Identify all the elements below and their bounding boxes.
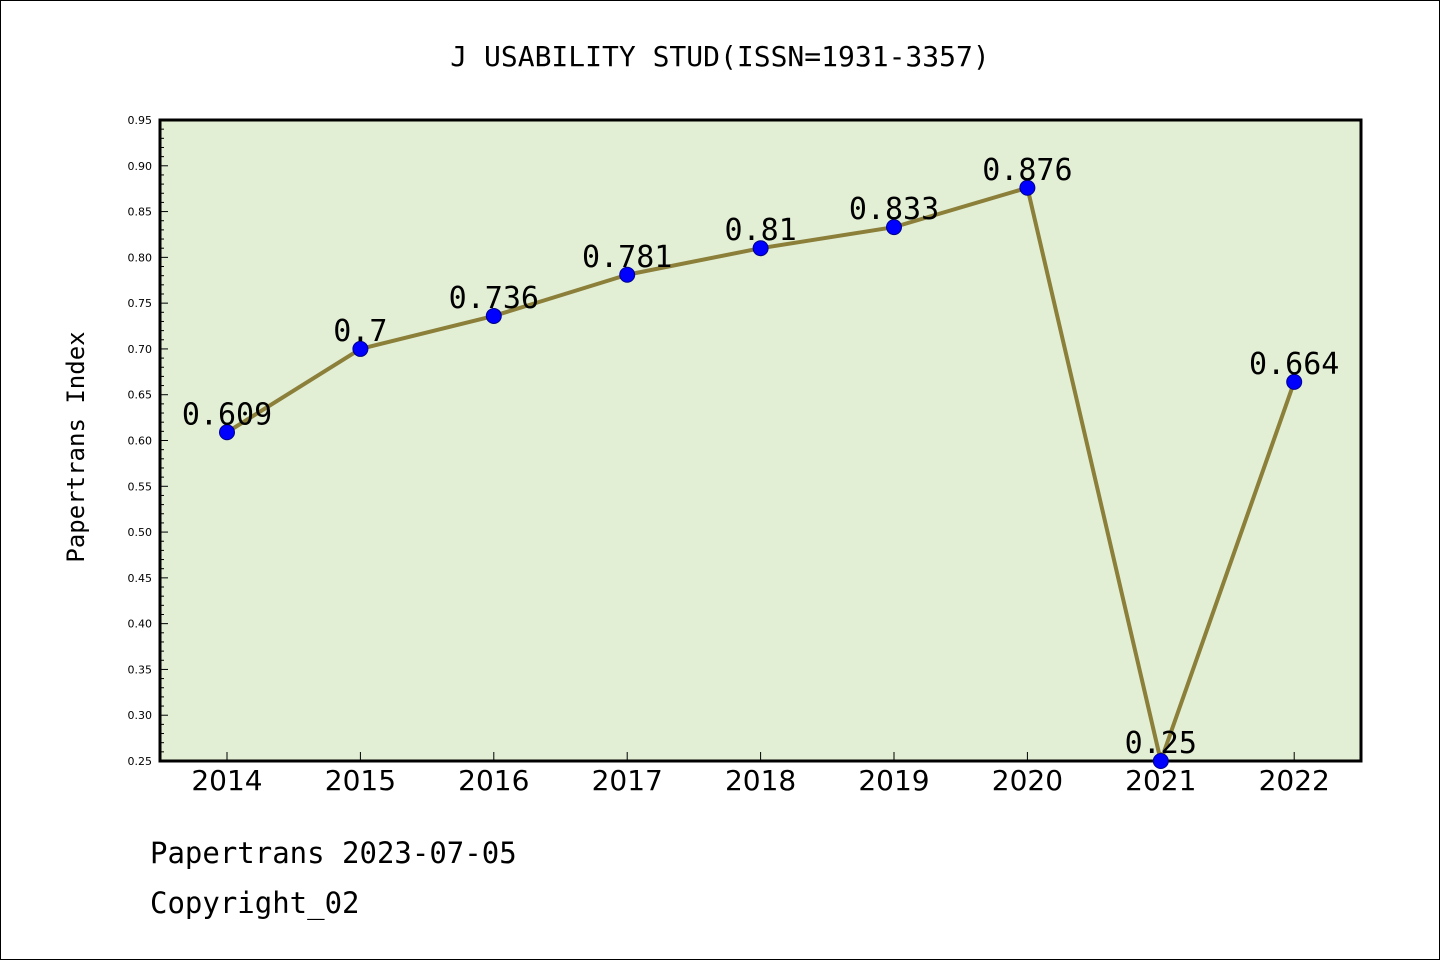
x-tick-label: 2019 xyxy=(858,764,929,797)
data-point xyxy=(1152,753,1169,769)
x-tick-label: 2022 xyxy=(1259,764,1330,797)
data-label: 0.833 xyxy=(849,192,939,227)
data-label: 0.876 xyxy=(982,153,1072,188)
y-tick-label: 0.75 xyxy=(128,297,153,310)
data-label: 0.7 xyxy=(333,314,387,349)
x-tick-label: 2016 xyxy=(458,764,529,797)
y-tick-label: 0.40 xyxy=(128,618,153,631)
series-layer: 0.609 0.7 0.736 0.781 0.81 0.833 0.876 0.25 0.66… xyxy=(182,153,1339,769)
y-tick-label: 0.90 xyxy=(128,160,153,173)
x-tick-label: 2018 xyxy=(725,764,796,797)
data-point xyxy=(752,240,769,257)
data-point xyxy=(219,424,235,441)
y-tick-label: 0.70 xyxy=(128,343,153,356)
plot-area xyxy=(158,118,1363,763)
data-point xyxy=(352,340,369,357)
data-label: 0.781 xyxy=(582,240,672,275)
y-tick-label: 0.60 xyxy=(128,435,153,448)
y-tick-label: 0.65 xyxy=(128,389,153,402)
y-tick-label: 0.25 xyxy=(128,755,153,768)
data-label: 0.664 xyxy=(1249,347,1339,382)
y-axis-label: Papertrans Index xyxy=(62,331,90,562)
data-label: 0.81 xyxy=(724,213,796,248)
data-point xyxy=(1286,373,1303,390)
y-tick-label: 0.80 xyxy=(128,251,153,264)
x-tick-label: 2020 xyxy=(992,764,1063,797)
data-point xyxy=(619,266,636,283)
y-tick-label: 0.45 xyxy=(128,572,153,585)
footer-date: Papertrans 2023-07-05 xyxy=(150,836,517,870)
x-tick-label: 2017 xyxy=(592,764,663,797)
chart-title: J USABILITY STUD(ISSN=1931-3357) xyxy=(450,40,989,73)
y-tick-label: 0.50 xyxy=(128,526,153,539)
x-tick-label: 2015 xyxy=(325,764,396,797)
y-axis: 0.25 0.30 0.35 0.40 0.45 0.50 0.55 0.60 0.65 0.70… xyxy=(128,114,168,768)
data-label: 0.609 xyxy=(182,397,272,432)
y-tick-label: 0.55 xyxy=(128,480,153,493)
y-tick-label: 0.30 xyxy=(128,709,153,722)
y-tick-label: 0.35 xyxy=(128,663,153,676)
x-axis: 2014 2015 2016 2017 2018 2019 2020 2021 2022 xyxy=(191,752,1330,797)
x-tick-label: 2014 xyxy=(191,764,262,797)
data-point xyxy=(886,219,902,236)
y-tick-label: 0.95 xyxy=(128,114,153,127)
x-tick-label: 2021 xyxy=(1125,764,1196,797)
data-point xyxy=(485,307,502,324)
data-point xyxy=(1019,179,1036,196)
y-tick-label: 0.85 xyxy=(128,206,153,219)
data-label: 0.25 xyxy=(1125,726,1197,761)
data-label: 0.736 xyxy=(449,281,539,316)
footer-copyright: Copyright_02 xyxy=(150,886,360,920)
